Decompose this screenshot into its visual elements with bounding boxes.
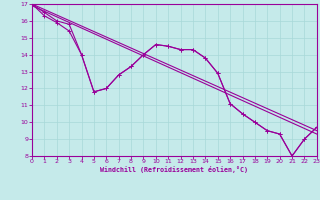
X-axis label: Windchill (Refroidissement éolien,°C): Windchill (Refroidissement éolien,°C) xyxy=(100,166,248,173)
